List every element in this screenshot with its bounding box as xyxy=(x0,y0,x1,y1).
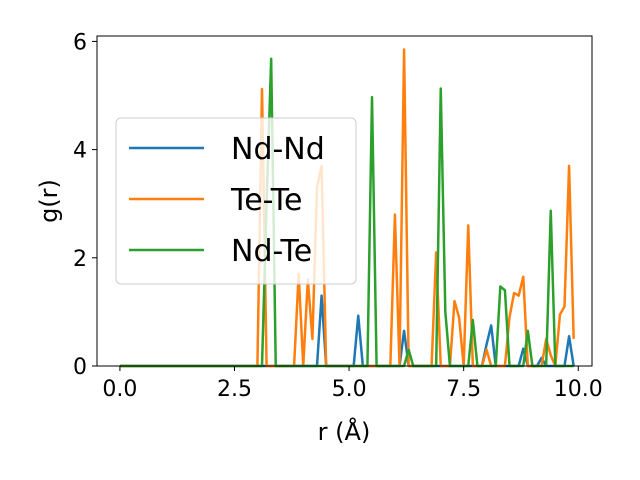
x-axis: 0.0 2.5 5.0 7.5 10.0 xyxy=(102,366,603,402)
legend: Nd-Nd Te-Te Nd-Te xyxy=(115,117,357,285)
x-tick-label: 2.5 xyxy=(217,377,252,402)
plot-frame xyxy=(96,35,593,367)
legend-label: Nd-Nd xyxy=(231,132,325,167)
y-tick-label: 2 xyxy=(73,247,87,272)
legend-label: Te-Te xyxy=(230,183,302,218)
x-tick-label: 7.5 xyxy=(446,377,481,402)
x-tick-label: 0.0 xyxy=(102,377,137,402)
x-tick-label: 5.0 xyxy=(332,377,367,402)
y-tick-label: 6 xyxy=(73,30,87,55)
y-axis-title: g(r) xyxy=(35,179,63,223)
y-tick-label: 4 xyxy=(73,139,87,164)
legend-label: Nd-Te xyxy=(231,234,312,269)
x-axis-title: r (Å) xyxy=(318,417,371,446)
y-axis: 0 2 4 6 xyxy=(73,30,97,380)
y-tick-label: 0 xyxy=(73,355,87,380)
x-tick-label: 10.0 xyxy=(554,377,603,402)
legend-box xyxy=(115,117,357,285)
